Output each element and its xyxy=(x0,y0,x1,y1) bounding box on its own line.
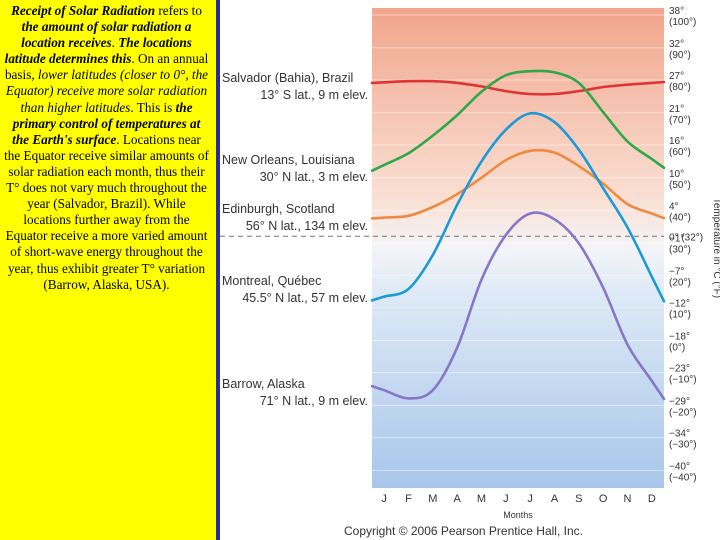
x-tick-label: A xyxy=(551,493,559,505)
series-name-label: Edinburgh, Scotland xyxy=(222,202,335,216)
series-line xyxy=(370,211,666,401)
y-tick-label-c: 4° xyxy=(669,202,679,213)
y-tick-label-c: −7° xyxy=(669,267,684,278)
temperature-chart: Salvador (Bahia), Brazil 13° S lat., 9 m … xyxy=(220,0,720,540)
x-tick-label: O xyxy=(599,493,608,505)
series-detail-label: 30° N lat., 3 m elev. xyxy=(260,170,368,184)
y-tick-label-f: (100°) xyxy=(669,17,696,28)
description-segment: The locations latitude determines this xyxy=(4,35,192,67)
description-segment: Receipt of Solar Radiation xyxy=(11,3,156,18)
tick-column-background xyxy=(664,8,704,488)
description-segment: refers to xyxy=(155,3,202,18)
panel-divider xyxy=(216,0,220,540)
description-segment: lower latitudes (closer to 0°, the Equat… xyxy=(5,67,209,115)
y-tick-label-f: (−20°) xyxy=(669,407,697,418)
y-tick-label-f: (30°) xyxy=(669,245,691,256)
y-tick-label-c: 10° xyxy=(669,169,684,180)
y-tick-label-c: −23° xyxy=(669,364,690,375)
x-tick-label: N xyxy=(624,493,632,505)
series-line xyxy=(370,79,666,96)
y-tick-label-c: 27° xyxy=(669,71,684,82)
description-segment: . xyxy=(111,35,119,51)
y-axis-label: Temperature in °C (°F) xyxy=(711,198,720,298)
y-tick-label-f: (60°) xyxy=(669,147,691,158)
y-tick-labels: 38°(100°) 32°(90°) 27°(80°) 21°(70°) 16°(60°… xyxy=(669,6,697,483)
description-segment: the primary control of temperatures at t… xyxy=(12,99,201,147)
x-tick-label: F xyxy=(405,493,412,505)
x-tick-label: M xyxy=(477,493,486,505)
x-tick-label: M xyxy=(428,493,437,505)
y-tick-label-f: (10°) xyxy=(669,310,691,321)
description-segment: . On an annual basis, xyxy=(4,51,209,83)
description-text: Receipt of Solar Radiation refers to the… xyxy=(4,3,209,293)
x-tick-label: J xyxy=(527,493,533,505)
y-tick-label-c: 38° xyxy=(669,6,684,17)
y-tick-label-f: (0°) xyxy=(669,342,685,353)
y-tick-label-f: (90°) xyxy=(669,50,691,61)
x-axis-label: Months xyxy=(503,510,533,520)
description-segment: the amount of solar radiation a location… xyxy=(21,19,192,51)
y-tick-label-f: (70°) xyxy=(669,115,691,126)
series-name-label: New Orleans, Louisiana xyxy=(222,153,355,167)
y-tick-label-c: −29° xyxy=(669,396,690,407)
y-tick-label-c: 32° xyxy=(669,39,684,50)
y-tick-label-c: 21° xyxy=(669,104,684,115)
y-tick-label-c: −18° xyxy=(669,331,690,342)
description-segment: . Locations near the Equator receive sim… xyxy=(4,131,209,292)
x-tick-label: D xyxy=(648,493,656,505)
y-tick-label-f: (80°) xyxy=(669,82,691,93)
y-tick-label-f: (40°) xyxy=(669,213,691,224)
y-tick-label-c: −40° xyxy=(669,461,690,472)
series-line xyxy=(370,69,666,172)
series-detail-label: 56° N lat., 134 m elev. xyxy=(246,219,368,233)
description-panel: Receipt of Solar Radiation refers to the… xyxy=(0,0,216,540)
x-tick-label: S xyxy=(575,493,582,505)
series-name-label: Montreal, Québec xyxy=(222,274,321,288)
y-tick-label-c: −34° xyxy=(669,429,690,440)
y-tick-label-c: −1° xyxy=(669,234,684,245)
series-name-label: Barrow, Alaska xyxy=(222,377,305,391)
x-tick-label: J xyxy=(381,493,387,505)
series-lines xyxy=(370,69,666,401)
x-tick-label: A xyxy=(453,493,461,505)
plot-area xyxy=(372,8,664,488)
y-tick-label-f: (50°) xyxy=(669,180,691,191)
freezing-tick-label: 0° (32°) xyxy=(669,232,703,243)
x-tick-label: J xyxy=(503,493,509,505)
description-segment: . This is xyxy=(130,99,176,115)
y-tick-label-c: −12° xyxy=(669,299,690,310)
series-detail-label: 45.5° N lat., 57 m elev. xyxy=(242,291,368,305)
series-line xyxy=(370,148,666,220)
y-tick-label-f: (20°) xyxy=(669,278,691,289)
y-tick-label-f: (−30°) xyxy=(669,440,697,451)
series-line xyxy=(370,111,666,303)
series-detail-label: 13° S lat., 9 m elev. xyxy=(260,88,368,102)
y-tick-label-f: (−40°) xyxy=(669,472,697,483)
series-name-label: Salvador (Bahia), Brazil xyxy=(222,71,353,85)
series-detail-label: 71° N lat., 9 m elev. xyxy=(260,394,368,408)
copyright-text: Copyright © 2006 Pearson Prentice Hall, … xyxy=(344,524,583,538)
series-labels: Salvador (Bahia), Brazil 13° S lat., 9 m … xyxy=(222,71,368,408)
y-tick-label-f: (−10°) xyxy=(669,375,697,386)
y-tick-label-c: 16° xyxy=(669,136,684,147)
